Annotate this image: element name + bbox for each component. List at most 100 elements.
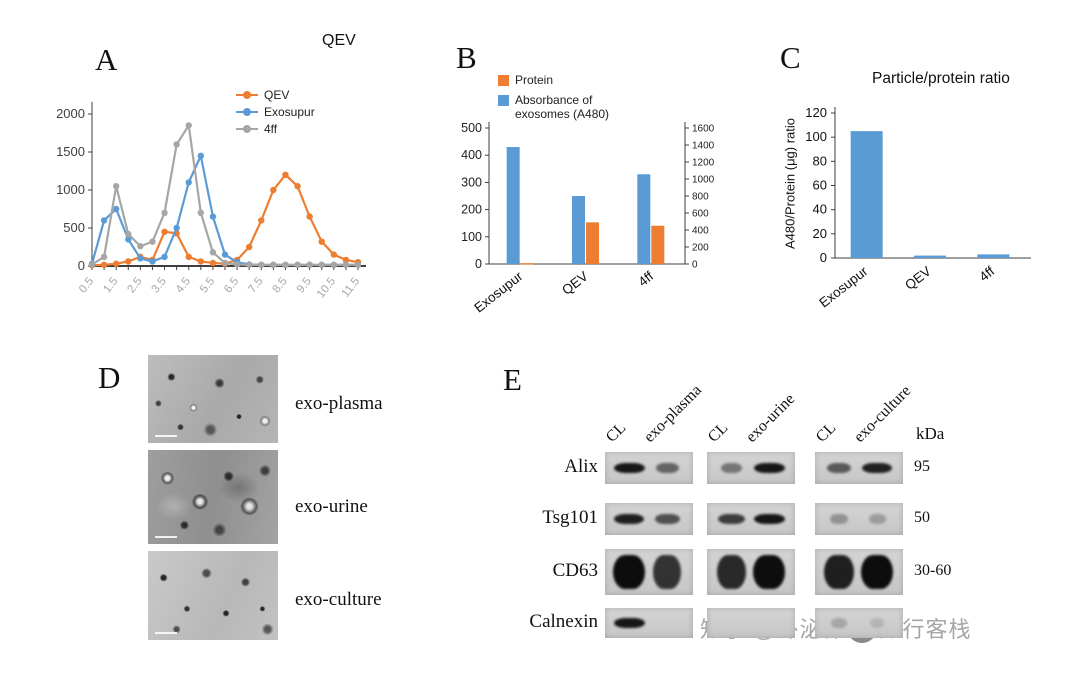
kda-value-tsg101: 50 — [914, 509, 930, 526]
line-marker-icon — [236, 124, 258, 133]
left-tick-label: 400 — [461, 148, 482, 162]
blot-col-header-exo-culture: exo-culture — [850, 382, 915, 446]
right-tick-label: 1400 — [692, 141, 715, 152]
y-tick-label: 80 — [813, 153, 827, 168]
blot-membrane-calnexin-1 — [605, 608, 693, 638]
panel-a-title: QEV — [322, 32, 356, 49]
y-tick-label: 1500 — [56, 144, 85, 159]
x-tick-label: 5.5 — [198, 275, 217, 295]
y-tick-label: 20 — [813, 226, 827, 241]
left-tick-label: 0 — [475, 257, 482, 271]
blot-membrane-tsg101-2 — [707, 503, 795, 535]
scale-bar — [155, 435, 177, 437]
x-tick-label: 1.5 — [101, 275, 120, 295]
tem-label-exo-urine: exo-urine — [295, 496, 368, 517]
blot-band — [827, 463, 851, 473]
y-tick-label: 0 — [820, 250, 827, 265]
y-tick-label: 100 — [805, 129, 827, 144]
blot-band — [653, 555, 681, 589]
category-label: QEV — [902, 264, 934, 293]
legend-label: 4ff — [264, 121, 278, 136]
y-tick-label: 0 — [78, 258, 85, 273]
series-Exosupur — [88, 152, 362, 269]
x-tick-label: 8.5 — [271, 275, 290, 295]
blot-band — [613, 555, 645, 589]
series-4ff — [88, 122, 362, 269]
right-tick-label: 400 — [692, 226, 709, 237]
x-tick-label: 9.5 — [295, 275, 314, 295]
bar-Absorbance of exosomes (A480)-QEV — [572, 196, 585, 264]
bar-Exosupur — [850, 131, 883, 258]
panel-b-legend: Protein Absorbance of exosomes (A480) — [498, 73, 647, 125]
legend-entry-4ff: 4ff — [236, 120, 315, 137]
square-marker-icon — [498, 75, 509, 86]
panel-c-title: Particle/protein ratio — [872, 70, 1010, 87]
blot-membrane-cd63-3 — [815, 549, 903, 595]
blot-membrane-calnexin-3 — [815, 608, 903, 638]
blot-membrane-tsg101-1 — [605, 503, 693, 535]
category-label: 4ff — [635, 268, 656, 289]
bar-Protein-Exosupur — [520, 263, 534, 265]
blot-row-label-tsg101: Tsg101 — [542, 507, 598, 528]
panel-c-bar-chart: 0 20 40 60 80 100 120 Exosupur QEV 4ff — [805, 105, 1031, 310]
left-tick-label: 500 — [461, 121, 482, 135]
panel-a-line-chart: 0 500 1000 1500 2000 0.5 1.5 2.5 3.5 4.5 5.5 6.5 7.5… — [56, 102, 366, 300]
x-tick-label: 7.5 — [246, 275, 265, 295]
bar-Absorbance of exosomes (A480)-Exosupur — [506, 147, 520, 264]
right-tick-label: 1600 — [692, 124, 715, 135]
blot-col-header-exo-urine: exo-urine — [742, 390, 799, 446]
x-tick-label: 11.5 — [340, 275, 363, 299]
line-marker-icon — [236, 90, 258, 99]
x-tick-label: 3.5 — [150, 275, 169, 295]
blot-band — [613, 463, 645, 473]
blot-membrane-calnexin-2 — [707, 608, 795, 638]
scale-bar — [155, 536, 177, 538]
blot-band — [655, 463, 679, 473]
blot-row-label-calnexin: Calnexin — [529, 611, 598, 632]
legend-entry-exosupur: Exosupur — [236, 103, 315, 120]
category-label: Exosupur — [816, 263, 871, 310]
kda-value-alix: 95 — [914, 458, 930, 475]
blot-band — [862, 463, 892, 473]
panel-a-letter: A — [95, 42, 118, 77]
category-label: QEV — [559, 269, 591, 298]
blot-band — [830, 514, 848, 524]
right-tick-label: 0 — [692, 260, 698, 271]
blot-row-label-cd63: CD63 — [552, 560, 598, 581]
blot-band — [753, 555, 785, 589]
blot-band — [717, 514, 745, 524]
x-tick-label: 0.5 — [77, 275, 96, 295]
blot-membrane-alix-1 — [605, 452, 693, 484]
blot-band — [861, 555, 893, 589]
blot-band — [753, 463, 785, 473]
blot-band — [720, 463, 742, 473]
right-tick-label: 800 — [692, 192, 709, 203]
blot-col-header-cl-3: CL — [812, 419, 840, 446]
blot-band — [824, 555, 854, 589]
legend-label: Exosupur — [264, 104, 315, 119]
blot-col-header-cl-2: CL — [704, 419, 732, 446]
blot-band — [868, 514, 886, 524]
panel-a-legend: QEV Exosupur 4ff — [236, 86, 315, 137]
blot-row-label-alix: Alix — [564, 456, 598, 477]
legend-entry-qev: QEV — [236, 86, 315, 103]
scale-bar — [155, 632, 177, 634]
legend-label: QEV — [264, 87, 290, 102]
blot-band — [753, 514, 785, 524]
panel-b-bar-chart: 0 100 200 300 400 500 0 200 400 600 800 1000 1200 140… — [461, 121, 715, 315]
blot-membrane-cd63-1 — [605, 549, 693, 595]
category-label: Exosupur — [471, 268, 526, 315]
legend-entry-protein: Protein — [498, 73, 647, 91]
blot-membrane-tsg101-3 — [815, 503, 903, 535]
blot-membrane-cd63-2 — [707, 549, 795, 595]
bar-Absorbance of exosomes (A480)-4ff — [637, 174, 651, 264]
kda-value-cd63: 30-60 — [914, 562, 952, 579]
bar-Protein-QEV — [586, 222, 599, 264]
right-tick-label: 600 — [692, 209, 709, 220]
tem-label-exo-culture: exo-culture — [295, 589, 382, 610]
blot-band — [716, 555, 746, 589]
bar-4ff — [977, 254, 1010, 258]
blot-band — [614, 514, 644, 524]
category-label: 4ff — [976, 263, 997, 284]
